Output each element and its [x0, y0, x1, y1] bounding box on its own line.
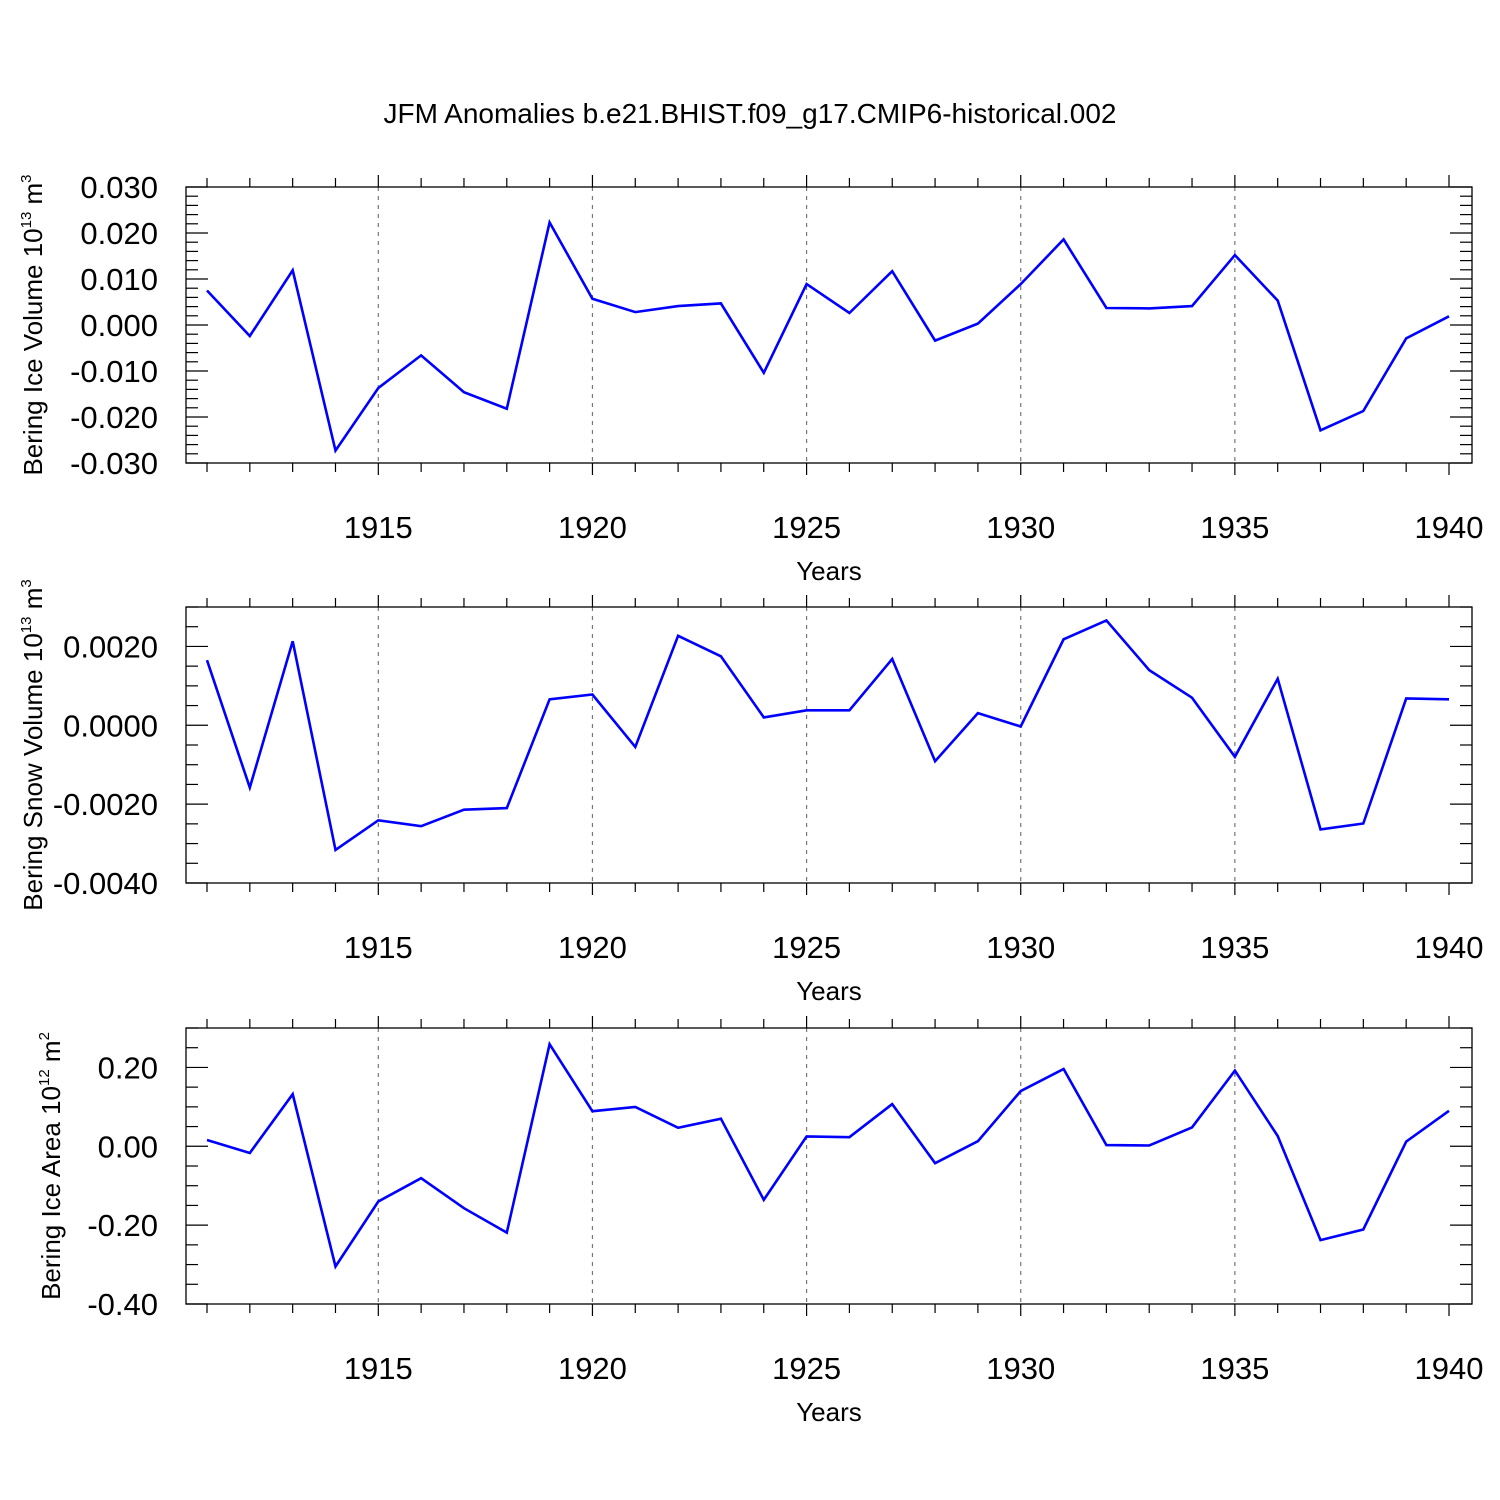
- x-tick-label: 1935: [1200, 930, 1269, 965]
- x-tick-label: 1920: [558, 1351, 627, 1386]
- x-tick-label: 1915: [344, 510, 413, 545]
- y-axis-label-part: m: [18, 588, 48, 617]
- chart-panel-1: 1915 1920 1925 1930 1935 1940 0.030 0.020 0.010 0…: [18, 170, 1483, 586]
- y-axis-label: Bering Ice Area 1012 m2: [36, 1032, 66, 1300]
- chart-panel-2: 1915 1920 1925 1930 1935 1940 0.0020 0.0000 -0.0…: [18, 579, 1483, 1006]
- data-series-line: [206, 218, 1450, 454]
- y-tick-label: 0.00: [98, 1129, 158, 1164]
- y-tick-label: 0.030: [80, 170, 158, 205]
- y-tick-label: 0.0000: [63, 708, 158, 743]
- y-axis-label-part: 12: [36, 1069, 53, 1086]
- x-tick-label: 1940: [1415, 930, 1484, 965]
- y-axis-label-part: 3: [18, 174, 35, 182]
- x-tick-label: 1940: [1415, 1351, 1484, 1386]
- y-tick-label: -0.010: [70, 354, 158, 389]
- y-axis-label-part: Bering Snow Volume 10: [18, 633, 48, 911]
- x-tick-label: 1915: [344, 930, 413, 965]
- y-tick-label: -0.0020: [53, 787, 158, 822]
- y-axis-label-part: m: [18, 183, 48, 212]
- panels: 1915 1920 1925 1930 1935 1940 0.030 0.020 0.010 0…: [18, 170, 1483, 1427]
- y-axis-label-part: Bering Ice Area 10: [36, 1086, 66, 1300]
- y-tick-label: -0.40: [87, 1287, 158, 1322]
- data-series-line: [205, 618, 1450, 853]
- y-tick-label: 0.0020: [63, 629, 158, 664]
- y-tick-label: -0.0040: [53, 866, 158, 901]
- y-axis-label-part: 13: [18, 212, 35, 229]
- y-axis-label-part: m: [36, 1040, 66, 1069]
- y-tick-label: 0.20: [98, 1050, 158, 1085]
- y-axis-label-part: 13: [18, 617, 35, 634]
- x-tick-label: 1920: [558, 930, 627, 965]
- x-axis-label: Years: [796, 1397, 862, 1427]
- y-tick-label: -0.030: [70, 446, 158, 481]
- y-tick-label: -0.20: [87, 1208, 158, 1243]
- x-tick-label: 1925: [772, 510, 841, 545]
- x-tick-label: 1930: [986, 510, 1055, 545]
- y-axis-label-part: 3: [18, 579, 35, 587]
- chart-panel-3: 1915 1920 1925 1930 1935 1940 0.20 0.00 -0.20 -0.…: [36, 1016, 1483, 1427]
- x-tick-label: 1920: [558, 510, 627, 545]
- x-tick-label: 1925: [772, 930, 841, 965]
- y-axis-label-part: Bering Ice Volume 10: [18, 228, 48, 475]
- x-tick-label: 1935: [1200, 510, 1269, 545]
- y-tick-label: 0.010: [80, 262, 158, 297]
- y-tick-label: 0.000: [80, 308, 158, 343]
- y-axis-label: Bering Snow Volume 1013 m3: [18, 579, 48, 910]
- figure-title: JFM Anomalies b.e21.BHIST.f09_g17.CMIP6-…: [383, 98, 1116, 129]
- y-tick-label: -0.020: [70, 400, 158, 435]
- x-tick-label: 1915: [344, 1351, 413, 1386]
- x-tick-label: 1930: [986, 930, 1055, 965]
- y-axis-label-part: 2: [36, 1032, 53, 1040]
- x-tick-label: 1930: [986, 1351, 1055, 1386]
- y-tick-label: 0.020: [80, 216, 158, 251]
- y-axis-label: Bering Ice Volume 1013 m3: [18, 174, 48, 475]
- x-axis-label: Years: [796, 976, 862, 1006]
- data-series-line: [206, 1040, 1450, 1270]
- x-tick-label: 1925: [772, 1351, 841, 1386]
- x-tick-label: 1935: [1200, 1351, 1269, 1386]
- x-tick-label: 1940: [1415, 510, 1484, 545]
- x-axis-label: Years: [796, 556, 862, 586]
